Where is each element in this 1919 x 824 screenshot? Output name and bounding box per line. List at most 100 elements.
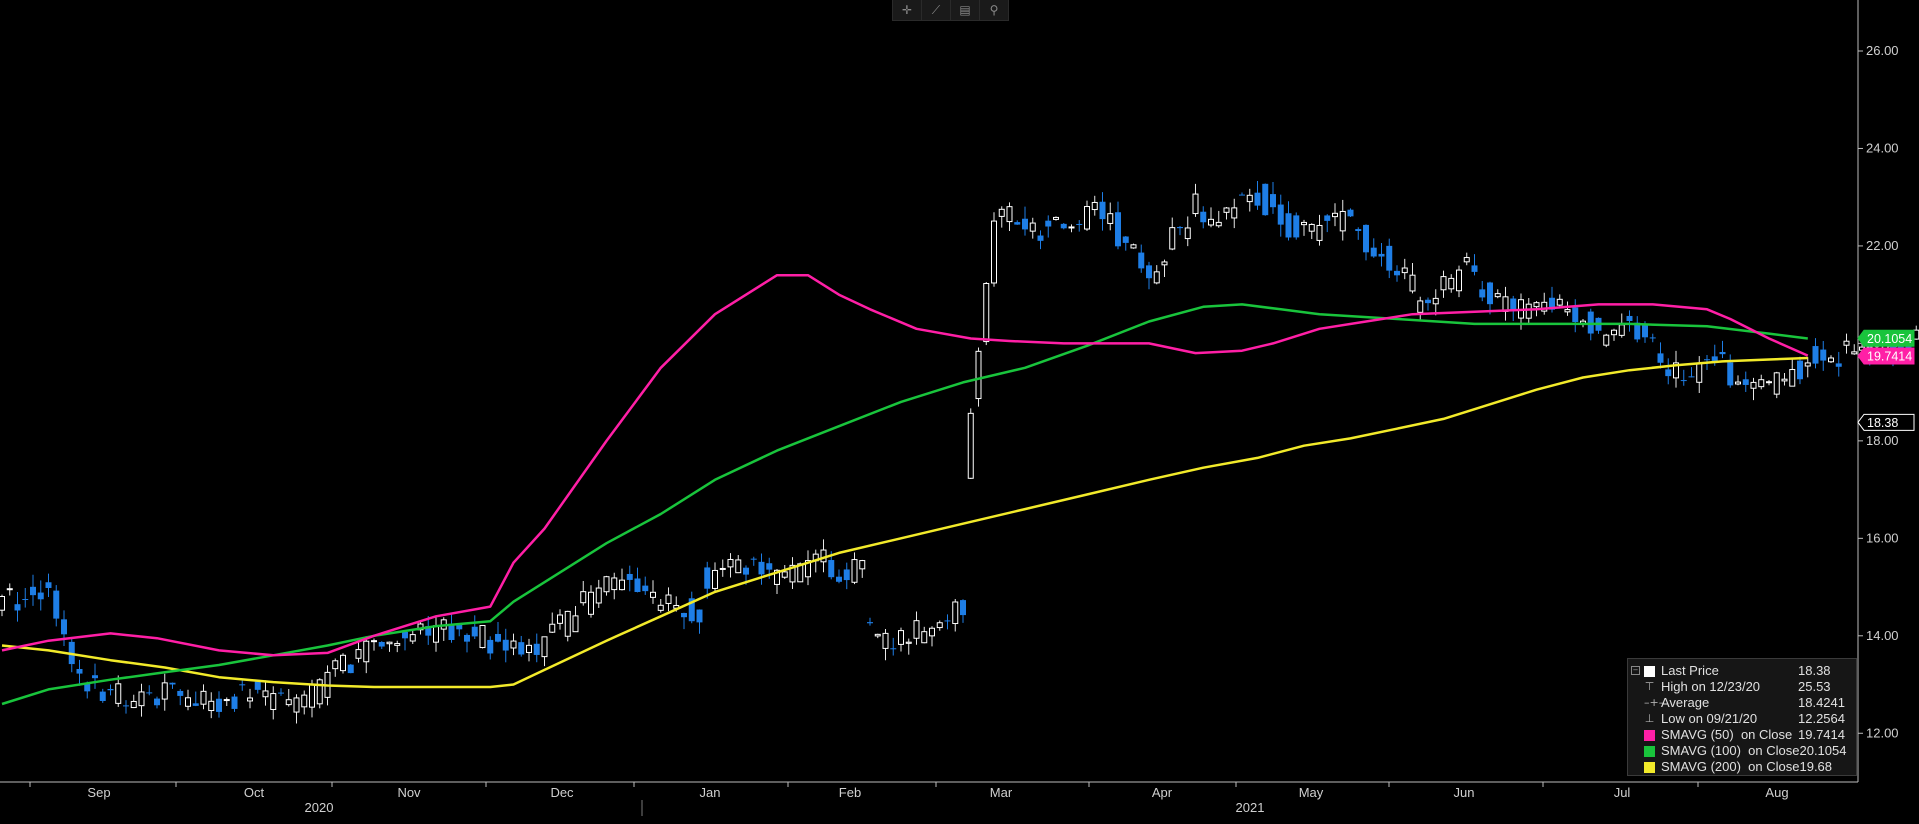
candle: [1820, 341, 1827, 371]
chart-toolbar: ✛ ⟋ ▤ ⚲: [892, 0, 1009, 21]
x-tick-label: Jan: [700, 785, 721, 800]
candle: [727, 553, 734, 578]
candle: [1456, 265, 1462, 298]
candle: [781, 565, 788, 580]
candle: [278, 688, 284, 696]
y-tick-label: 22.00: [1866, 238, 1899, 253]
legend-label: SMAVG (100) on Close: [1661, 743, 1800, 758]
x-tick-label: May: [1299, 785, 1324, 800]
x-tick-label: Apr: [1152, 785, 1173, 800]
candle: [805, 550, 811, 586]
legend-value: 20.1054: [1799, 743, 1847, 758]
candle: [696, 609, 703, 634]
candle: [1851, 344, 1858, 355]
candle: [216, 691, 222, 718]
candle: [316, 678, 323, 709]
candle: [859, 559, 866, 578]
candle: [1417, 296, 1424, 322]
candle: [1029, 217, 1036, 239]
candle: [1564, 301, 1571, 316]
candle: [1735, 375, 1741, 386]
candle: [1843, 333, 1850, 354]
draw-icon[interactable]: ⟋: [922, 0, 951, 20]
candle: [642, 576, 649, 595]
legend-row: ⊤ High on 12/23/20 25.53: [1634, 679, 1850, 695]
legend-row: SMAVG (200) on Close 19.68: [1634, 759, 1850, 775]
candle: [371, 638, 377, 651]
candle: [1448, 274, 1455, 293]
candle: [425, 616, 432, 645]
candle: [169, 682, 176, 689]
candle: [1370, 238, 1377, 258]
y-tick-label: 24.00: [1866, 140, 1899, 155]
candle: [929, 626, 935, 647]
candle: [1130, 243, 1137, 249]
legend-label: SMAVG (50) on Close: [1661, 727, 1793, 742]
legend-row: ⊥ Low on 09/21/20 12.2564: [1634, 711, 1850, 727]
candle: [836, 569, 842, 584]
candle: [1084, 200, 1090, 231]
candle: [1192, 183, 1199, 217]
candle: [185, 689, 191, 711]
candle: [402, 630, 408, 651]
candle: [161, 673, 168, 711]
candle: [1471, 254, 1478, 276]
candle: [1161, 259, 1168, 277]
x-tick-label: Dec: [550, 785, 574, 800]
candle: [0, 594, 5, 617]
candle: [510, 633, 517, 656]
candle: [564, 610, 571, 642]
candle: [526, 638, 532, 662]
candle: [1719, 340, 1726, 359]
candle: [952, 599, 959, 632]
candle: [247, 688, 253, 709]
candle: [495, 621, 501, 643]
candle: [30, 574, 36, 606]
candle: [1076, 220, 1083, 232]
year-label: 2021: [1236, 800, 1265, 815]
zoom-icon[interactable]: ⚲: [989, 3, 999, 17]
price-tag: 18.38: [1857, 413, 1915, 431]
candle: [1138, 244, 1145, 273]
candle: [1355, 227, 1362, 240]
legend-marker-icon: ⊥: [1644, 712, 1655, 725]
candle: [1285, 201, 1292, 241]
candle: [1828, 355, 1834, 363]
table-icon[interactable]: ▤: [951, 0, 980, 20]
candle: [1812, 338, 1819, 369]
x-tick-label: Jul: [1614, 785, 1631, 800]
candle: [53, 585, 60, 627]
candle: [890, 637, 897, 656]
legend-label: Low on 09/21/20: [1661, 711, 1758, 726]
legend-label: High on 12/23/20: [1661, 679, 1761, 694]
candle: [975, 347, 982, 407]
price-tag-label: 18.38: [1867, 416, 1898, 430]
candle: [998, 206, 1005, 228]
legend-collapse-icon[interactable]: −: [1631, 666, 1640, 675]
candle: [960, 599, 966, 623]
candle: [1099, 192, 1106, 231]
candle: [1479, 281, 1486, 302]
candle: [471, 615, 478, 640]
candle: [1611, 328, 1617, 341]
candle: [898, 627, 904, 652]
candle: [719, 559, 726, 577]
price-tag-label: 20.1054: [1867, 332, 1912, 346]
candle: [1626, 310, 1633, 332]
candle: [1208, 207, 1214, 228]
moving-average-lines: [1, 273, 1809, 706]
candle: [1688, 367, 1695, 378]
candle: [386, 641, 393, 652]
legend-row: SMAVG (100) on Close 20.1054: [1634, 743, 1850, 759]
candle: [991, 212, 997, 287]
candle: [595, 579, 602, 608]
legend-value: 12.2564: [1798, 711, 1845, 726]
crosshair-icon[interactable]: ✛: [893, 0, 922, 20]
candle: [541, 636, 548, 667]
candle: [1797, 356, 1803, 385]
candle: [1432, 289, 1439, 316]
candle: [1766, 379, 1772, 386]
candle: [1386, 238, 1393, 279]
candle: [1347, 208, 1354, 218]
